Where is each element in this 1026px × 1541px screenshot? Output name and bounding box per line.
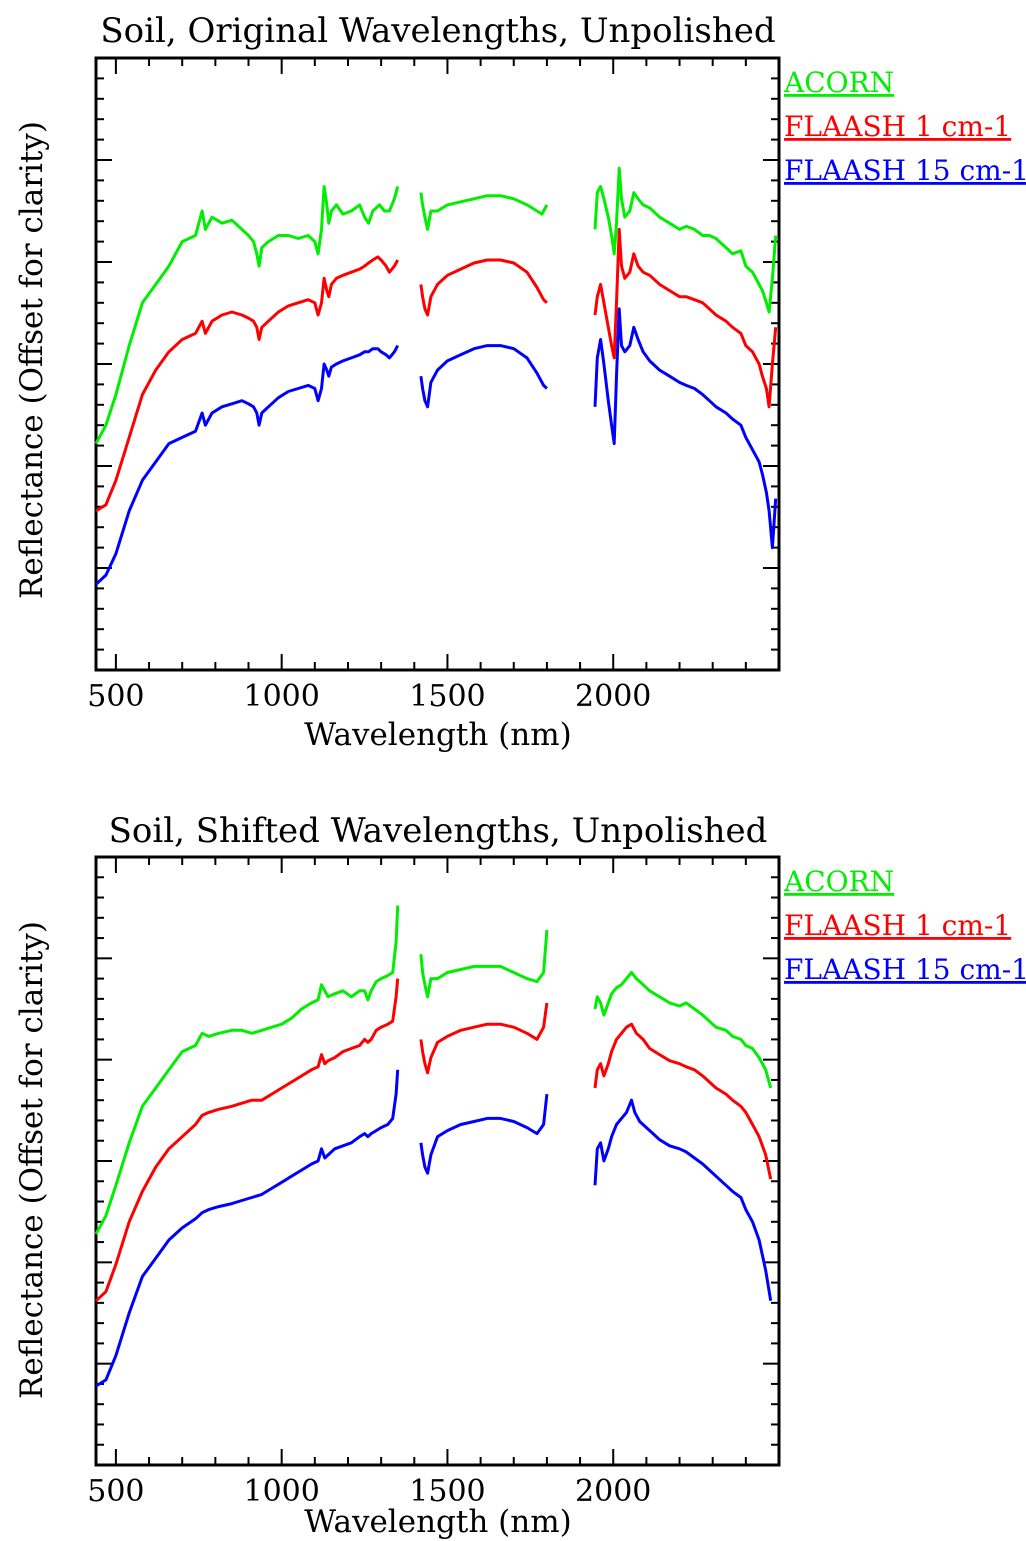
- y-axis-label: Reflectance (Offset for clarity): [14, 921, 50, 1399]
- series-line-0-segment-0: [94, 185, 400, 445]
- x-tick-label: 1500: [409, 679, 485, 714]
- series-line-2-segment-0: [95, 1069, 400, 1388]
- legend: ACORN FLAASH 1 cm-1 FLAASH 15 cm-1: [783, 66, 1026, 187]
- chart-title: Soil, Original Wavelengths, Unpolished: [100, 11, 775, 51]
- legend: ACORN FLAASH 1 cm-1 FLAASH 15 cm-1: [783, 865, 1026, 986]
- chart-title: Soil, Shifted Wavelengths, Unpolished: [109, 811, 768, 851]
- plot-area: 500 1000 1500 2000: [87, 56, 781, 714]
- legend-entry-flaash-15: FLAASH 15 cm-1: [784, 953, 1026, 986]
- series-line-1-segment-0: [94, 978, 400, 1302]
- x-axis-label: Wavelength (nm): [304, 1504, 571, 1540]
- chart-panel-shifted: Soil, Shifted Wavelengths, Unpolished 50…: [14, 811, 1026, 1540]
- x-tick-label: 2000: [575, 679, 651, 714]
- x-tick-label: 2000: [575, 1474, 651, 1509]
- series-line-1-segment-2: [593, 1022, 773, 1180]
- series-line-0-segment-2: [593, 166, 778, 314]
- series-line-1-segment-1: [419, 1002, 549, 1075]
- legend-entry-acorn: ACORN: [783, 865, 894, 898]
- legend-entry-flaash-15: FLAASH 15 cm-1: [784, 154, 1026, 187]
- plot-frame: [94, 56, 781, 672]
- x-axis-label: Wavelength (nm): [304, 717, 571, 753]
- series-line-2-segment-0: [94, 344, 400, 586]
- series-line-0-segment-2: [593, 971, 773, 1089]
- series-line-1-segment-1: [419, 258, 548, 317]
- series-line-1-segment-0: [95, 255, 400, 513]
- x-tick-label: 1500: [409, 1474, 485, 1509]
- legend-entry-flaash-1: FLAASH 1 cm-1: [784, 909, 1011, 942]
- x-tick-label: 1000: [243, 1474, 319, 1509]
- series-line-2-segment-1: [419, 344, 548, 409]
- plot-frame: [94, 855, 781, 1467]
- series-line-0-segment-1: [419, 929, 549, 999]
- y-axis-label: Reflectance (Offset for clarity): [14, 121, 50, 599]
- series-line-1-segment-2: [593, 227, 778, 409]
- x-tick-label: 500: [87, 679, 144, 714]
- series-line-2-segment-2: [593, 307, 778, 550]
- chart-panel-original: Soil, Original Wavelengths, Unpolished 5…: [14, 11, 1026, 753]
- series-line-0-segment-0: [94, 905, 400, 1235]
- series-line-0-segment-1: [419, 192, 549, 231]
- series-line-2-segment-2: [593, 1098, 773, 1302]
- legend-entry-acorn: ACORN: [783, 66, 894, 99]
- series-line-2-segment-1: [419, 1093, 549, 1175]
- legend-entry-flaash-1: FLAASH 1 cm-1: [784, 110, 1011, 143]
- x-tick-label: 1000: [243, 679, 319, 714]
- x-tick-label: 500: [87, 1474, 144, 1509]
- plot-area: 500 1000 1500 2000: [87, 855, 781, 1509]
